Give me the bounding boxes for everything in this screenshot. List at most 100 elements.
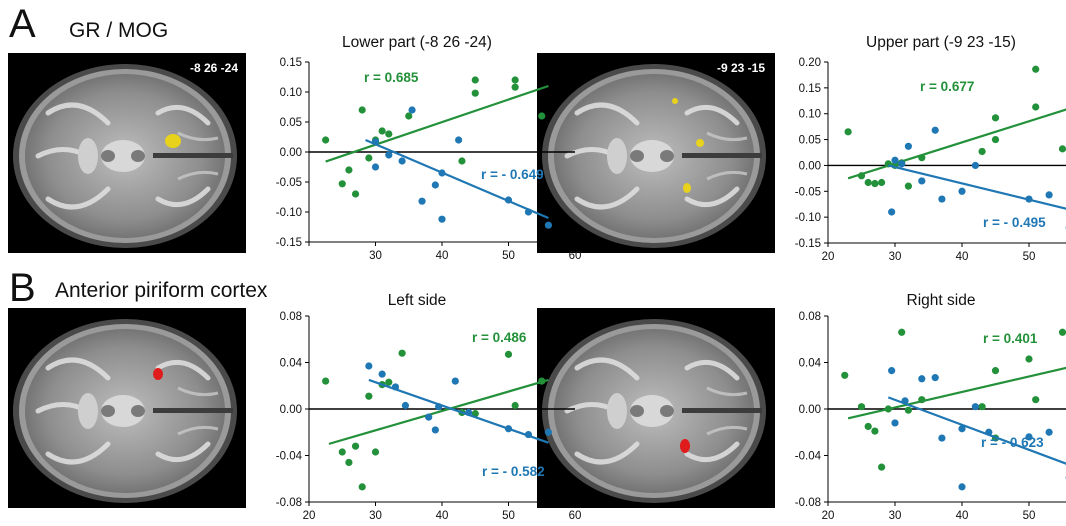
green-data-point [1032, 103, 1039, 110]
blue-data-point [891, 419, 898, 426]
green-data-point [505, 351, 512, 358]
green-data-point [918, 154, 925, 161]
x-tick-label: 30 [369, 250, 382, 262]
blue-data-point [379, 371, 386, 378]
blue-data-point [418, 198, 425, 205]
blue-data-point [438, 216, 445, 223]
green-data-point [992, 136, 999, 143]
y-tick-label: 0.20 [799, 57, 821, 69]
section-title-a: GR / MOG [69, 20, 168, 41]
y-tick-label: -0.10 [795, 212, 821, 224]
panel-letter-a: A [9, 4, 36, 44]
blue-fit-line [888, 165, 1066, 209]
blue-data-point [958, 483, 965, 490]
blue-data-point [1046, 191, 1053, 198]
green-data-point [512, 402, 519, 409]
green-data-point [871, 180, 878, 187]
y-tick-label: 0.00 [280, 147, 302, 159]
green-data-point [352, 443, 359, 450]
green-data-point [472, 76, 479, 83]
y-tick-label: -0.04 [276, 451, 303, 463]
green-data-point [365, 393, 372, 400]
x-tick-label: 60 [569, 250, 582, 262]
x-tick-label: 20 [303, 510, 316, 522]
blue-data-point [898, 160, 905, 167]
blue-data-point [918, 375, 925, 382]
blue-data-point [455, 136, 462, 143]
x-tick-label: 50 [502, 510, 515, 522]
y-tick-label: 0.05 [280, 117, 302, 129]
green-data-point [322, 136, 329, 143]
blue-data-point [888, 367, 895, 374]
blue-data-point [385, 151, 392, 158]
green-data-point [1059, 145, 1066, 152]
brain-slice-lower-part: -8 26 -24 [8, 53, 246, 253]
x-tick-label: 60 [569, 510, 582, 522]
green-data-point [345, 459, 352, 466]
x-tick-label: 40 [436, 510, 449, 522]
activation-blob [165, 134, 181, 148]
y-tick-label: 0.05 [799, 135, 821, 147]
activation-blob [696, 139, 704, 147]
brain-slice-drawing [8, 308, 246, 508]
green-data-point [1032, 66, 1039, 73]
x-tick-label: 20 [822, 251, 835, 263]
blue-data-point [402, 402, 409, 409]
blue-data-point [972, 162, 979, 169]
blue-data-point [901, 397, 908, 404]
y-tick-label: 0.10 [280, 87, 302, 99]
green-data-point [918, 396, 925, 403]
blue-data-point [525, 431, 532, 438]
green-correlation-label: r = 0.685 [364, 70, 419, 85]
blue-data-point [372, 163, 379, 170]
green-data-point [841, 372, 848, 379]
green-data-point [992, 114, 999, 121]
y-tick-label: -0.08 [795, 497, 821, 509]
green-data-point [878, 464, 885, 471]
blue-data-point [435, 403, 442, 410]
blue-data-point [505, 196, 512, 203]
green-data-point [992, 367, 999, 374]
blue-data-point [465, 409, 472, 416]
blue-data-point [932, 127, 939, 134]
y-tick-label: -0.05 [276, 177, 302, 189]
blue-data-point [545, 222, 552, 229]
green-data-point [512, 84, 519, 91]
blue-data-point [1025, 195, 1032, 202]
x-tick-label: 30 [889, 251, 902, 263]
y-tick-label: 0.15 [799, 83, 821, 95]
green-data-point [472, 90, 479, 97]
green-data-point [979, 148, 986, 155]
y-tick-label: 0.08 [280, 311, 302, 323]
green-fit-line [848, 109, 1066, 179]
y-tick-label: 0.10 [799, 109, 821, 121]
x-tick-label: 30 [369, 510, 382, 522]
green-data-point [385, 379, 392, 386]
x-tick-label: 50 [502, 250, 515, 262]
green-data-point [379, 127, 386, 134]
green-data-point [905, 183, 912, 190]
panel-letter-b: B [9, 268, 36, 308]
activation-blob [672, 98, 678, 104]
blue-data-point [972, 403, 979, 410]
y-tick-label: 0.15 [280, 57, 302, 69]
blue-data-point [425, 414, 432, 421]
green-data-point [359, 106, 366, 113]
x-tick-label: 50 [1023, 510, 1036, 522]
green-correlation-label: r = 0.677 [920, 79, 974, 94]
blue-data-point [958, 188, 965, 195]
y-tick-label: -0.05 [795, 186, 821, 198]
green-data-point [1032, 396, 1039, 403]
blue-data-point [432, 181, 439, 188]
blue-data-point [432, 426, 439, 433]
green-data-point [399, 350, 406, 357]
blue-correlation-label: r = - 0.623 [981, 435, 1044, 450]
y-tick-label: 0.04 [799, 358, 822, 370]
green-data-point [345, 166, 352, 173]
green-data-point [905, 407, 912, 414]
activation-blob [680, 439, 690, 453]
